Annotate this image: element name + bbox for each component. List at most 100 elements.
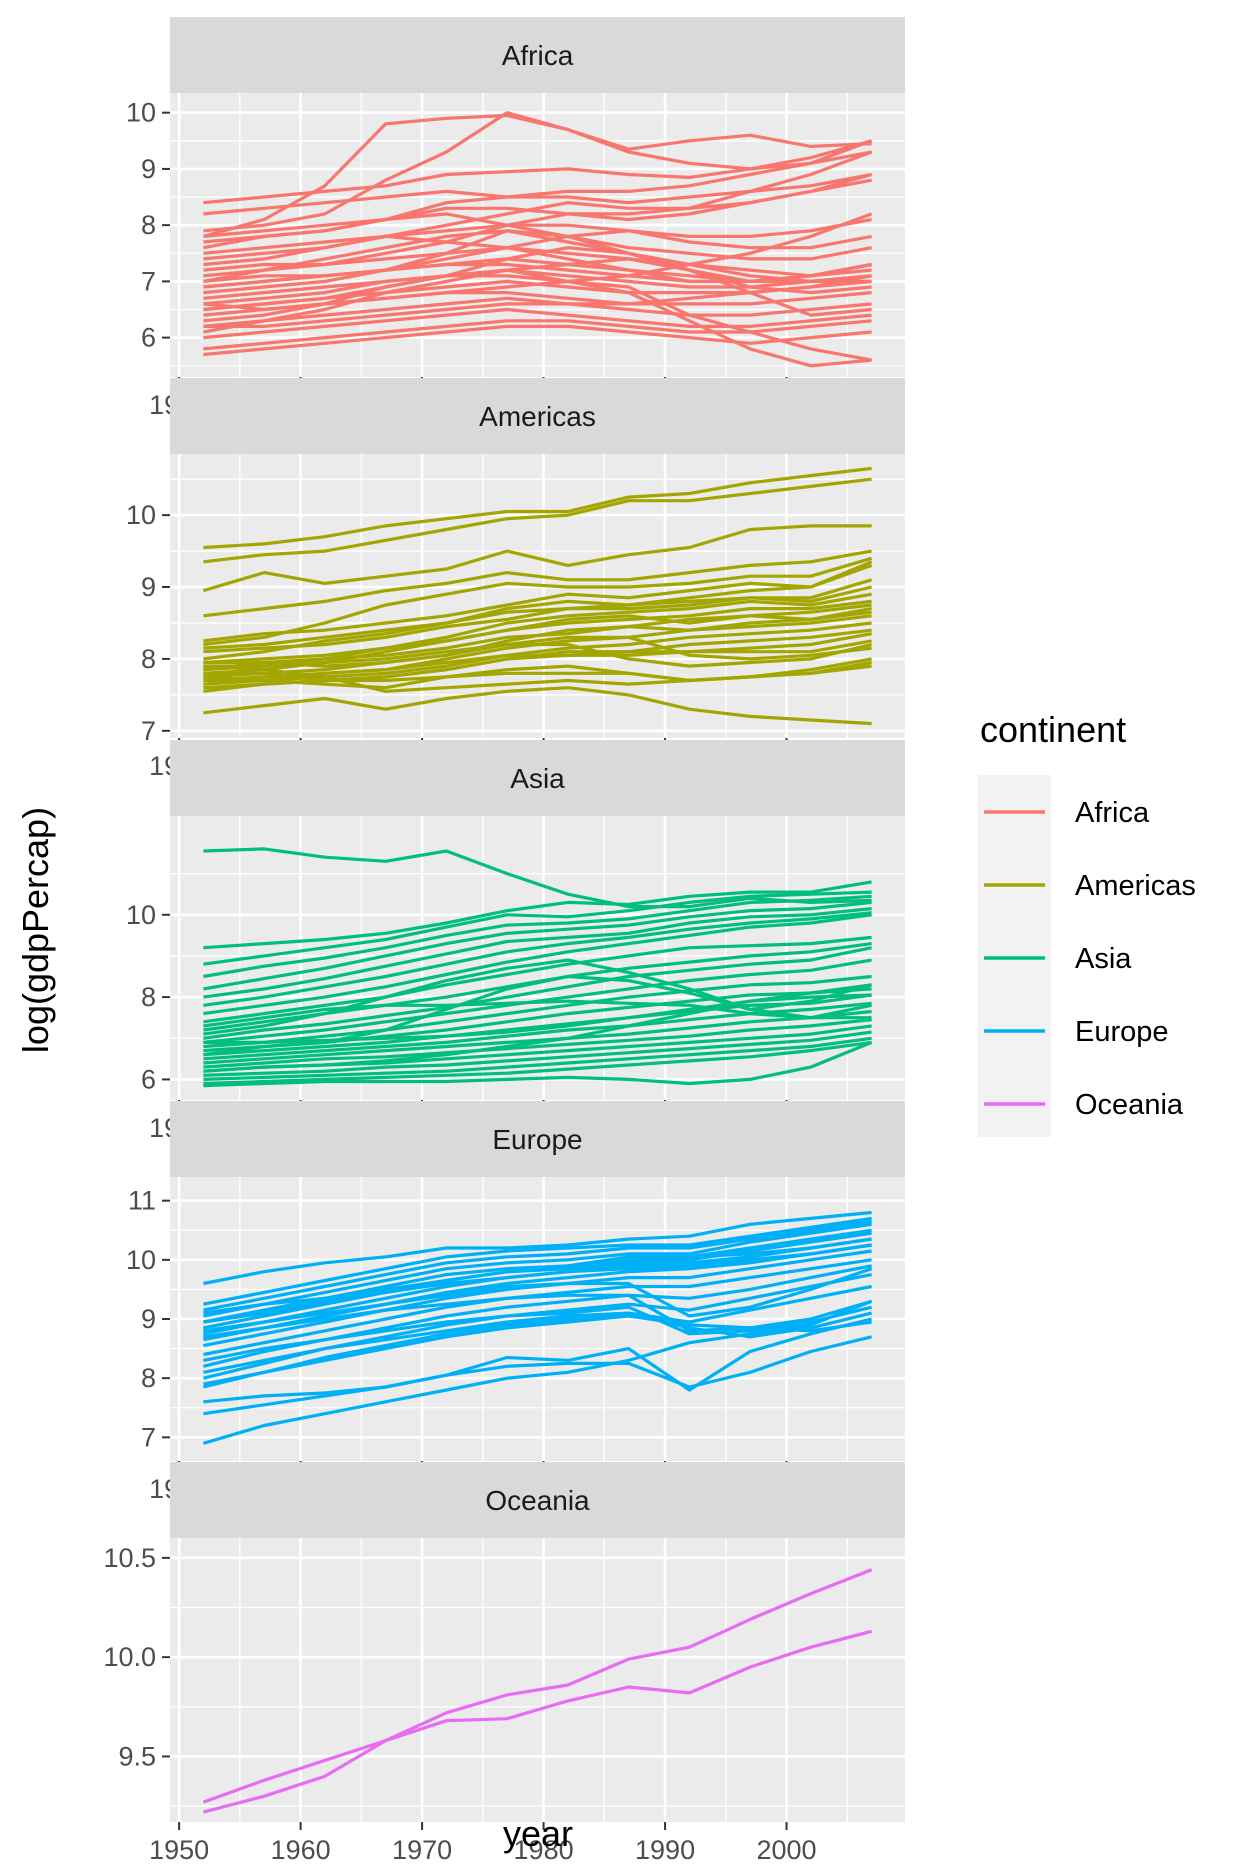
x-axis-title: year xyxy=(503,1813,573,1854)
series-line-africa-30 xyxy=(203,274,872,328)
gridlines xyxy=(170,454,905,738)
series-line-africa-9 xyxy=(203,234,872,278)
series-line-europe-20 xyxy=(203,1317,872,1416)
series-line-asia-27 xyxy=(203,987,872,1073)
legend-item-europe: Europe xyxy=(984,1016,1169,1048)
series-line-africa-24 xyxy=(203,217,872,261)
legend-item-oceania: Oceania xyxy=(984,1089,1184,1121)
facet-strip xyxy=(170,378,905,454)
series-lines xyxy=(203,847,873,1088)
series-line-asia-22 xyxy=(203,1040,872,1086)
x-tick-label: 1990 xyxy=(635,1835,695,1862)
series-line-americas-5 xyxy=(203,556,873,647)
facet-strip-label: Asia xyxy=(510,763,565,794)
series-line-americas-21 xyxy=(203,635,872,668)
series-lines xyxy=(202,1568,873,1814)
series-line-africa-20 xyxy=(203,229,872,317)
series-line-oceania-1 xyxy=(202,1629,873,1804)
series-line-europe-14 xyxy=(203,1267,873,1333)
series-line-europe-23 xyxy=(203,1243,872,1324)
gridlines xyxy=(170,1538,905,1822)
series-line-asia-2 xyxy=(203,880,872,950)
legend-title: continent xyxy=(980,709,1126,750)
series-line-americas-4 xyxy=(203,549,872,618)
legend-label: Africa xyxy=(1075,797,1150,829)
legend-label: Oceania xyxy=(1075,1089,1184,1121)
y-tick-label: 10 xyxy=(126,900,156,930)
series-line-americas-16 xyxy=(203,585,872,650)
series-line-europe-3 xyxy=(203,1219,872,1312)
series-line-oceania-2 xyxy=(202,1568,873,1814)
series-lines xyxy=(202,466,873,726)
facet-strip-label: Americas xyxy=(479,401,596,432)
series-line-africa-27 xyxy=(203,172,872,244)
y-tick-label: 9 xyxy=(141,572,156,602)
series-line-asia-24 xyxy=(203,958,872,1036)
series-line-europe-8 xyxy=(203,1243,872,1342)
facet-panels: Africa 6 7 8 9 10 1950 1960 1970 1980 1990 2000 Amer… xyxy=(103,17,905,1865)
series-line-americas-18 xyxy=(203,632,872,690)
y-tick-label: 9 xyxy=(141,1304,156,1334)
y-tick-label: 7 xyxy=(141,1422,156,1452)
facet-strip-label: Oceania xyxy=(485,1485,590,1516)
legend: continent Africa Americas Asia Europe Oceani… xyxy=(978,709,1196,1137)
y-tick-label: 10 xyxy=(126,500,156,530)
series-line-europe-1 xyxy=(203,1210,872,1286)
y-tick-label: 10 xyxy=(126,1245,156,1275)
legend-item-americas: Americas xyxy=(984,870,1196,902)
series-line-europe-15 xyxy=(203,1293,873,1339)
series-line-europe-21 xyxy=(202,1299,873,1445)
series-line-asia-23 xyxy=(203,1040,873,1088)
y-tick-label: 8 xyxy=(141,210,156,240)
series-line-americas-25 xyxy=(203,686,872,726)
series-line-africa-21 xyxy=(203,274,872,362)
x-tick-label: 1960 xyxy=(271,1835,331,1862)
facet-strip xyxy=(170,740,905,816)
series-line-asia-3 xyxy=(203,890,872,966)
y-tick-label: 7 xyxy=(141,716,156,746)
series-line-africa-18 xyxy=(203,324,872,357)
series-line-americas-19 xyxy=(203,642,872,668)
series-line-asia-9 xyxy=(203,935,872,1024)
y-tick-label: 10 xyxy=(126,98,156,128)
series-line-europe-22 xyxy=(203,1237,872,1315)
y-tick-label: 9 xyxy=(141,154,156,184)
facet-europe: Europe7891011195019601970198019902000 xyxy=(126,1101,905,1504)
facet-americas: Americas78910195019601970198019902000 xyxy=(126,378,905,781)
series-line-asia-20 xyxy=(203,1030,872,1077)
series-line-americas-13 xyxy=(203,621,872,686)
y-tick-label: 7 xyxy=(141,266,156,296)
series-line-africa-19 xyxy=(203,229,872,295)
series-line-americas-3 xyxy=(202,524,872,593)
series-lines xyxy=(202,1210,873,1445)
legend-label: Europe xyxy=(1075,1016,1169,1048)
series-line-asia-17 xyxy=(203,1009,872,1065)
facet-strip xyxy=(170,1462,905,1538)
y-tick-label: 8 xyxy=(141,1363,156,1393)
series-line-europe-19 xyxy=(203,1335,872,1404)
series-line-asia-13 xyxy=(203,974,872,1049)
y-tick-label: 6 xyxy=(141,1064,156,1094)
facet-strip xyxy=(170,17,905,93)
y-tick-label: 9.5 xyxy=(118,1741,156,1771)
series-line-asia-4 xyxy=(203,894,872,979)
legend-item-africa: Africa xyxy=(984,797,1150,829)
y-tick-label: 10.0 xyxy=(103,1642,156,1672)
x-tick-label: 1950 xyxy=(149,1835,209,1862)
series-line-europe-13 xyxy=(203,1284,872,1389)
series-line-africa-26 xyxy=(203,212,873,312)
series-line-americas-2 xyxy=(203,477,872,564)
x-tick-label: 2000 xyxy=(757,1835,817,1862)
legend-item-asia: Asia xyxy=(984,943,1132,975)
x-tick-label: 1970 xyxy=(392,1835,452,1862)
series-line-americas-7 xyxy=(203,563,873,661)
facet-asia: Asia6810195019601970198019902000 xyxy=(126,740,905,1143)
y-tick-label: 10.5 xyxy=(103,1543,156,1573)
series-line-americas-15 xyxy=(203,610,872,672)
y-tick-label: 8 xyxy=(141,982,156,1012)
series-line-africa-3 xyxy=(203,111,873,233)
facet-africa: Africa678910195019601970198019902000 xyxy=(126,17,905,420)
facet-oceania: Oceania 9.5 10.0 10.5 1950 1960 1970 1980 1990 20… xyxy=(103,1462,905,1865)
series-line-asia-1 xyxy=(203,847,872,909)
